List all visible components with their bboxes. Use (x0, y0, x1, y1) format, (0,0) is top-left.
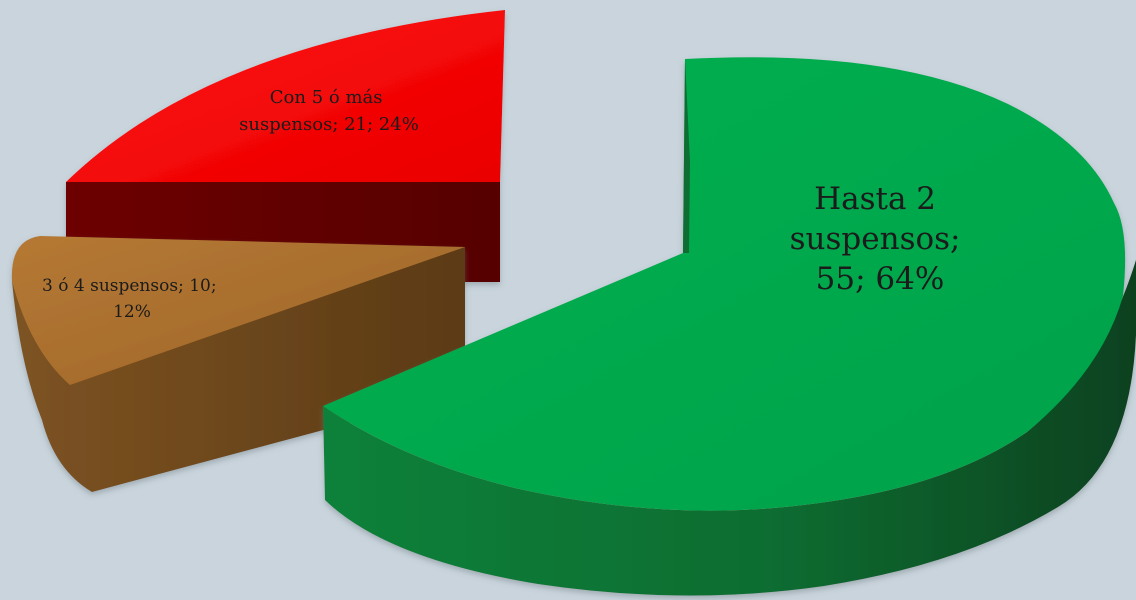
label-con-5-o-mas-suspensos: Con 5 ó más suspensos; 21; 24% (239, 87, 419, 135)
slice-con-5-o-mas-top (66, 10, 505, 182)
slice-hasta-2-suspensos (323, 57, 1136, 596)
slice-hasta-2-wedge-face (683, 59, 690, 253)
label-con-5-o-mas-line-2: suspensos; 21; 24% (239, 114, 419, 135)
label-3-o-4-line-1: 3 ó 4 suspensos; 10; (42, 276, 217, 296)
slice-3-o-4-top (11, 236, 465, 385)
label-3-o-4-suspensos: 3 ó 4 suspensos; 10; 12% (42, 276, 222, 322)
slice-hasta-2-side (323, 260, 1136, 596)
label-3-o-4-line-2: 12% (113, 302, 151, 322)
label-hasta-2-suspensos: Hasta 2 suspensos; 55; 64% (790, 181, 971, 297)
slice-3-o-4-suspensos (11, 236, 465, 492)
label-hasta-2-line-2: suspensos; (790, 221, 961, 257)
label-con-5-o-mas-line-1: Con 5 ó más (270, 87, 383, 108)
label-hasta-2-line-1: Hasta 2 (814, 181, 936, 217)
label-hasta-2-line-3: 55; 64% (816, 261, 945, 297)
slice-hasta-2-top (323, 57, 1126, 511)
